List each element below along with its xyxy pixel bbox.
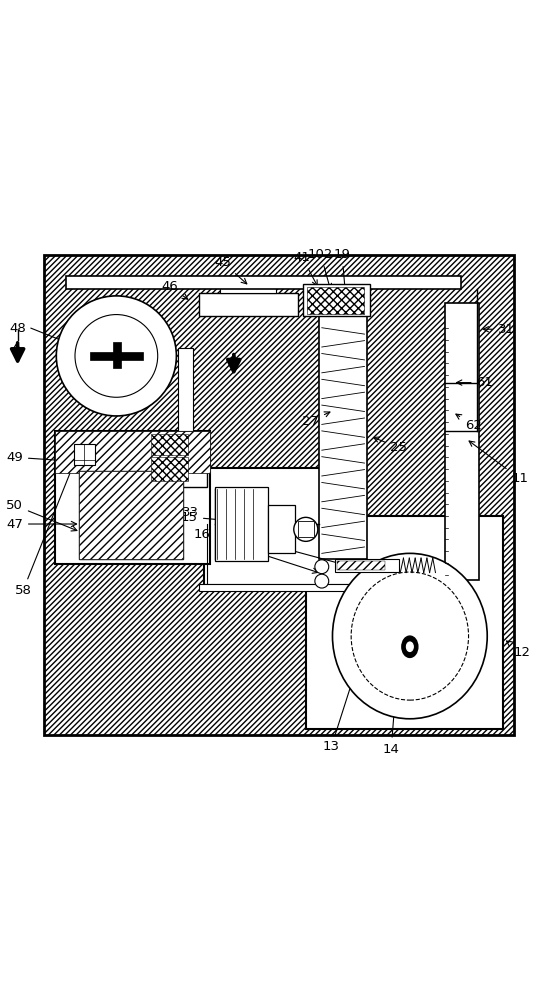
Bar (319, 316, 367, 559)
Ellipse shape (332, 553, 487, 719)
Text: 103: 103 (81, 503, 106, 516)
Text: 49: 49 (6, 451, 155, 469)
Bar (55, 431, 210, 473)
Bar (445, 303, 479, 580)
Ellipse shape (75, 315, 158, 397)
Text: 11: 11 (469, 441, 528, 485)
Text: 61: 61 (456, 376, 494, 389)
Text: 27: 27 (302, 412, 330, 428)
Bar (337, 561, 385, 570)
Bar (298, 521, 314, 537)
Bar (66, 276, 461, 289)
Bar (178, 348, 193, 431)
Bar (79, 471, 183, 559)
Text: 47: 47 (6, 518, 77, 531)
Bar (151, 434, 188, 455)
Bar (199, 584, 455, 591)
Circle shape (315, 560, 329, 574)
Text: A: A (12, 341, 21, 354)
Text: 50: 50 (6, 499, 77, 531)
Bar (74, 444, 95, 465)
Text: A: A (229, 354, 238, 367)
Text: 16: 16 (193, 528, 318, 573)
Bar (55, 431, 210, 564)
Ellipse shape (407, 642, 413, 652)
Ellipse shape (294, 517, 318, 541)
Bar (113, 342, 121, 368)
Bar (151, 457, 188, 481)
Text: 25: 25 (374, 437, 407, 454)
Bar (45, 255, 514, 735)
Bar (146, 431, 207, 487)
Bar (306, 516, 503, 729)
Ellipse shape (402, 636, 418, 657)
Bar (335, 559, 398, 572)
Bar (205, 468, 365, 585)
Text: 31: 31 (483, 323, 515, 336)
Text: 12: 12 (506, 641, 531, 659)
Text: 45: 45 (215, 256, 247, 284)
Ellipse shape (351, 572, 469, 700)
Text: 13: 13 (323, 672, 356, 753)
Bar (303, 284, 370, 316)
Text: 20: 20 (215, 526, 342, 565)
Text: 15: 15 (181, 511, 264, 526)
Circle shape (315, 574, 329, 588)
Text: 19: 19 (333, 248, 351, 294)
Text: 102: 102 (308, 248, 333, 289)
Bar (79, 471, 183, 559)
Text: 48: 48 (9, 322, 26, 335)
Bar (268, 505, 295, 553)
Ellipse shape (56, 296, 176, 416)
Bar (215, 487, 268, 561)
Text: 62: 62 (456, 414, 482, 432)
Text: 58: 58 (14, 464, 74, 597)
Text: 41: 41 (294, 251, 317, 286)
Bar (90, 352, 143, 360)
Bar (220, 276, 277, 293)
Text: 33: 33 (182, 506, 199, 519)
Bar (199, 293, 298, 316)
Text: 14: 14 (383, 685, 400, 756)
Bar (307, 287, 365, 314)
Text: 46: 46 (161, 280, 188, 299)
